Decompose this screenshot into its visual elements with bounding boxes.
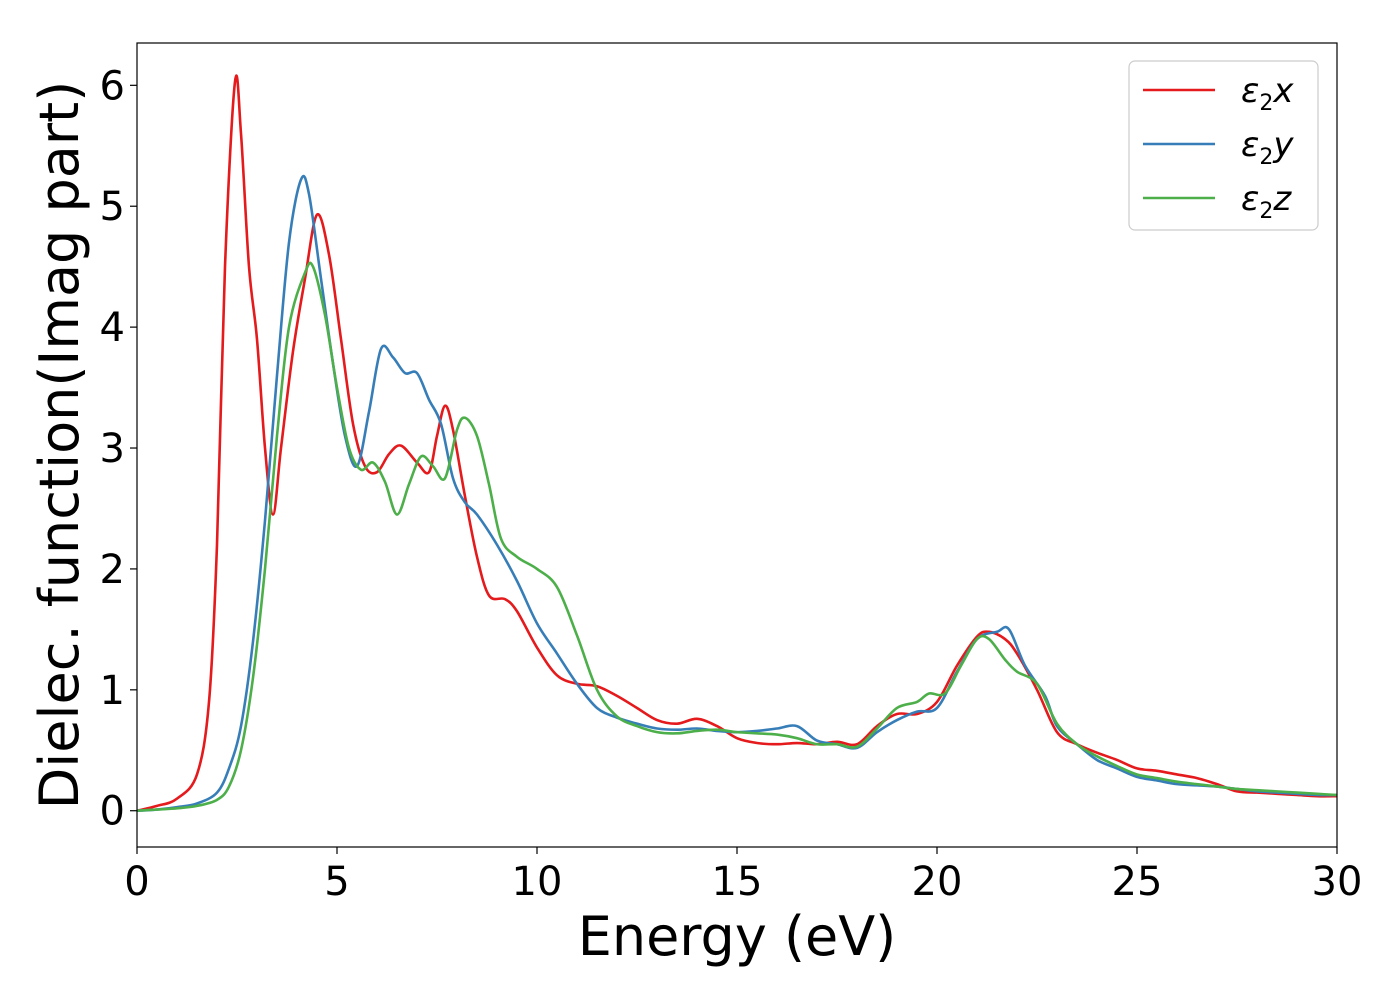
- legend-label-variable: z: [1272, 179, 1292, 219]
- x-tick-label: 5: [324, 859, 349, 905]
- legend-label-subscript: 2: [1259, 199, 1273, 224]
- legend-box: [1128, 60, 1319, 231]
- y-axis-ticks: 0 1 2 3 4 5 6: [100, 63, 137, 835]
- y-tick-label: 0: [100, 789, 125, 835]
- legend-label-1: ε2x: [1241, 71, 1294, 116]
- y-tick-label: 5: [100, 184, 125, 230]
- y-tick-label: 2: [100, 547, 125, 593]
- legend-label-subscript: 2: [1259, 145, 1273, 170]
- legend-label-2: ε2y: [1241, 125, 1294, 170]
- legend-label-3: ε2z: [1241, 179, 1292, 224]
- x-axis-title: Energy (eV): [578, 905, 897, 968]
- legend-label-base: ε: [1241, 179, 1259, 219]
- x-tick-label: 20: [912, 859, 963, 905]
- x-tick-label: 10: [512, 859, 563, 905]
- x-tick-label: 0: [124, 859, 149, 905]
- x-tick-label: 25: [1112, 859, 1163, 905]
- series-line-3: [136, 261, 1338, 813]
- y-tick-label: 6: [100, 63, 125, 109]
- y-axis-title: Dielec. function(Imag part): [28, 81, 91, 810]
- series-layer: [136, 74, 1338, 813]
- legend-label-variable: x: [1272, 71, 1294, 111]
- y-tick-label: 3: [100, 426, 125, 472]
- series-line-2: [136, 174, 1338, 813]
- legend-label-variable: y: [1272, 125, 1294, 165]
- x-tick-label: 15: [712, 859, 763, 905]
- legend-label-base: ε: [1241, 125, 1259, 165]
- y-tick-label: 4: [100, 305, 125, 351]
- y-tick-label: 1: [100, 668, 125, 714]
- legend-label-subscript: 2: [1259, 91, 1273, 116]
- x-axis-ticks: 0 5 10 15 20 25 30: [124, 847, 1362, 905]
- x-tick-label: 30: [1312, 859, 1363, 905]
- legend-label-base: ε: [1241, 71, 1259, 111]
